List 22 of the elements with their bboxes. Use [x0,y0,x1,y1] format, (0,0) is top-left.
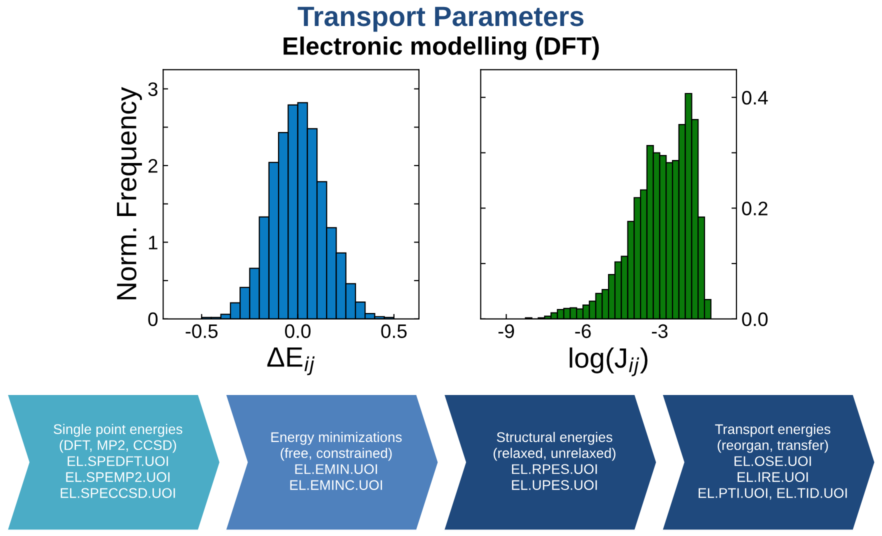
text: Electronic modelling (DFT) [284,36,599,60]
x-axis-title: ΔE$_{ij}$ [267,347,315,376]
y-tick-label: 2 [148,159,158,173]
y-tick-label: 0.2 [742,202,768,216]
x-tick-label: 0.5 [381,324,407,338]
y-tick-label: 0 [148,312,158,326]
x-tick-label: -9 [498,324,514,338]
y-axis-title: Norm. Frequency [117,87,142,300]
text: Structural energies (relaxed, unrelaxed) EL.RPES.UOI EL.UPES.UOI [494,432,616,490]
x-axis-title: log(J$_{ij}$) [570,347,648,376]
text: Transport Parameters [298,6,584,32]
y-tick-label: 3 [148,82,158,96]
text: Transport energies (reorgan, transfer) EL.OSE.UOI EL.IRE.UOI EL.PTI.UOI, EL.TID.UOI [698,424,847,500]
x-tick-label: -0.5 [186,324,218,338]
x-tick-label: -3 [652,324,668,338]
text: Energy minimizations (free, constrained) EL.EMIN.UOI EL.EMINC.UOI [271,432,402,490]
y-tick-label: 1 [148,236,158,250]
x-tick-label: 0.0 [285,324,311,338]
y-tick-label: 0.0 [742,312,768,326]
x-tick-label: -6 [575,324,591,338]
text: Single point energies (DFT, MP2, CCSD) EL.SPEDFT.UOI EL.SPEMP2.UOI EL.SPECCSD.UOI [54,424,182,498]
y-tick-label: 0.4 [742,90,768,105]
